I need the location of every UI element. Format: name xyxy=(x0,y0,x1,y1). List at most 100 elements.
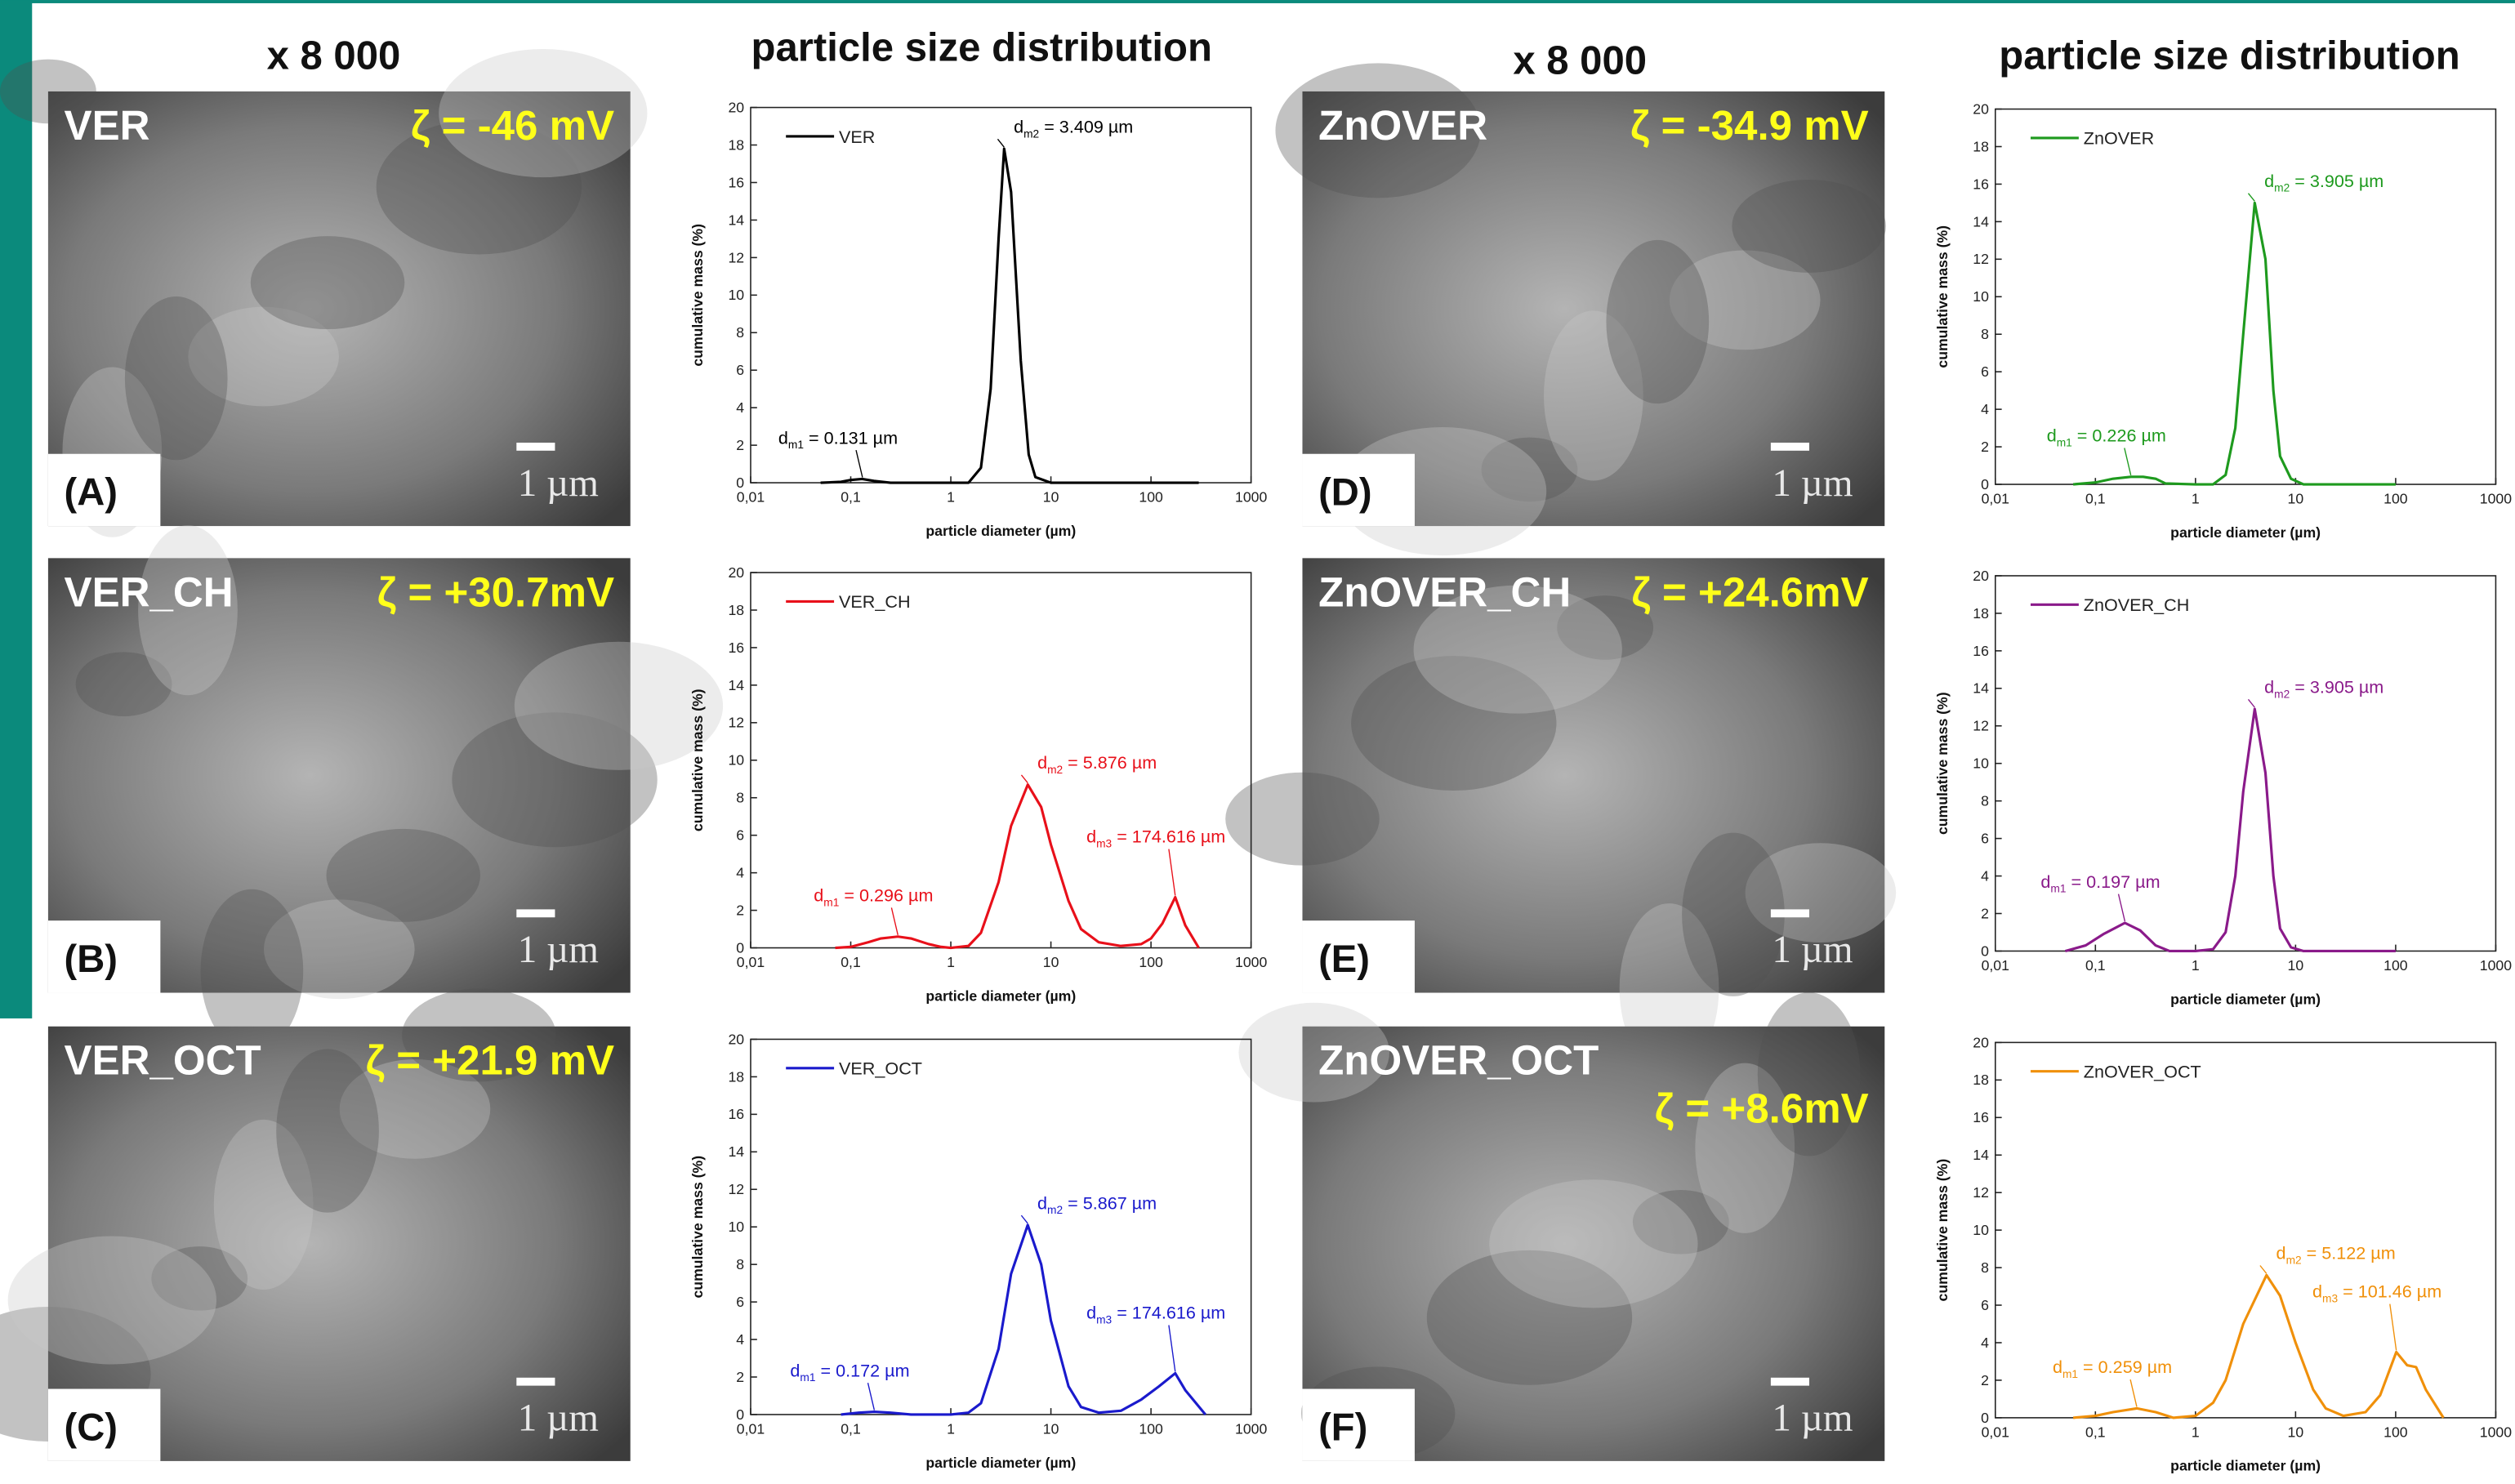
x-tick-label: 0,1 xyxy=(841,1421,861,1437)
annotation-subscript: m2 xyxy=(2274,688,2290,700)
y-tick-label: 8 xyxy=(736,790,744,806)
y-tick-label: 12 xyxy=(1973,251,1989,267)
annotation-arrow xyxy=(868,1383,875,1410)
annotation-arrow xyxy=(891,907,898,934)
annotation-part: d xyxy=(814,885,823,906)
x-tick-label: 100 xyxy=(1139,1421,1163,1437)
annotation: dm3 = 174.616 µm xyxy=(1086,1303,1225,1326)
annotation-part: d xyxy=(2040,871,2050,892)
annotation-arrow xyxy=(1169,849,1175,896)
y-axis-title: cumulative mass (%) xyxy=(1934,225,1951,368)
y-axis-title: cumulative mass (%) xyxy=(689,689,706,831)
plot-frame xyxy=(751,108,1251,483)
y-tick-label: 6 xyxy=(1981,363,1989,380)
zeta-potential: ζ = +21.9 mV xyxy=(366,1037,614,1084)
y-tick-label: 8 xyxy=(736,324,744,341)
annotation-arrow xyxy=(2260,1265,2267,1273)
annotation-part: d xyxy=(790,1360,800,1380)
x-tick-label: 10 xyxy=(1043,1421,1059,1437)
series-line xyxy=(836,785,1199,948)
annotation-part: d xyxy=(2264,171,2274,191)
figure: x 8 000 particle size distribution x 8 0… xyxy=(0,0,2515,1484)
scale-bar xyxy=(1771,1378,1809,1386)
annotation-arrow xyxy=(2248,194,2254,202)
y-tick-label: 18 xyxy=(1973,1072,1989,1088)
x-tick-label: 0,1 xyxy=(2085,957,2106,974)
legend-label: VER_OCT xyxy=(839,1058,922,1079)
zeta-potential: ζ = -34.9 mV xyxy=(1630,102,1869,149)
sem-texture xyxy=(326,829,480,922)
y-tick-label: 2 xyxy=(1981,1372,1989,1388)
annotation-subscript: m1 xyxy=(2050,883,2066,895)
y-tick-label: 12 xyxy=(728,715,744,731)
sample-name: ZnOVER_OCT xyxy=(1318,1037,1599,1084)
chart: 024681012141618200,010,11101001000partic… xyxy=(1934,100,2512,540)
legend-label: ZnOVER xyxy=(2084,128,2154,149)
annotation-subscript: m2 xyxy=(1047,764,1063,776)
y-tick-label: 2 xyxy=(1981,439,1989,455)
y-tick-label: 14 xyxy=(728,212,744,228)
annotation-arrow xyxy=(1021,1215,1028,1223)
chart: 024681012141618200,010,11101001000partic… xyxy=(1934,568,2512,1007)
x-axis-title: particle diameter (µm) xyxy=(925,1455,1076,1471)
y-tick-label: 10 xyxy=(1973,755,1989,772)
y-tick-label: 2 xyxy=(736,1369,744,1385)
annotation-subscript: m1 xyxy=(823,896,839,908)
sample-name: VER xyxy=(65,102,150,149)
x-tick-label: 1 xyxy=(947,489,955,506)
annotation: dm1 = 0.259 µm xyxy=(2053,1357,2172,1380)
sample-name: ZnOVER_CH xyxy=(1318,568,1571,615)
y-tick-label: 4 xyxy=(736,1331,744,1348)
x-tick-label: 0,1 xyxy=(2085,491,2106,507)
sem-texture xyxy=(1489,1179,1697,1308)
x-tick-label: 100 xyxy=(1139,489,1163,506)
plot-frame xyxy=(1996,1042,2496,1417)
header: particle size distribution xyxy=(751,26,1212,70)
header: x 8 000 xyxy=(1513,38,1647,82)
panel-letter: (C) xyxy=(65,1405,118,1448)
zeta-potential: ζ = -46 mV xyxy=(411,102,614,149)
annotation-subscript: m1 xyxy=(788,439,804,451)
panel-letter: (A) xyxy=(65,470,118,514)
y-tick-label: 6 xyxy=(736,827,744,844)
sample-name: VER_OCT xyxy=(65,1037,261,1084)
sem-texture xyxy=(1606,240,1709,403)
annotation-part: = 5.122 µm xyxy=(2302,1243,2396,1263)
y-tick-label: 18 xyxy=(728,136,744,153)
annotation-part: = 0.259 µm xyxy=(2078,1357,2172,1377)
y-tick-label: 18 xyxy=(728,1068,744,1085)
annotation-part: d xyxy=(1037,1192,1047,1213)
annotation-arrow xyxy=(1169,1326,1175,1372)
legend-label: VER_CH xyxy=(839,591,911,612)
annotation-part: d xyxy=(778,427,788,448)
y-tick-label: 2 xyxy=(736,437,744,453)
sem-texture xyxy=(1225,773,1380,866)
scale-label: 1 µm xyxy=(1772,462,1853,505)
scale-bar xyxy=(516,909,555,917)
zeta-potential: ζ = +30.7mV xyxy=(377,568,614,615)
annotation-part: d xyxy=(2264,676,2274,697)
x-tick-label: 1 xyxy=(2192,491,2200,507)
y-tick-label: 8 xyxy=(736,1256,744,1272)
y-tick-label: 14 xyxy=(728,677,744,693)
page: x 8 000 particle size distribution x 8 0… xyxy=(0,0,2515,1484)
annotation-arrow xyxy=(1021,775,1028,783)
annotation-subscript: m1 xyxy=(2057,437,2072,449)
y-tick-label: 12 xyxy=(728,1181,744,1197)
annotation: dm3 = 174.616 µm xyxy=(1086,827,1225,850)
top-strip xyxy=(0,0,2515,3)
y-tick-label: 12 xyxy=(1973,718,1989,734)
y-tick-label: 8 xyxy=(1981,326,1989,342)
x-tick-label: 0,01 xyxy=(737,954,765,970)
sem-texture xyxy=(8,1236,216,1364)
y-tick-label: 16 xyxy=(1973,1109,1989,1125)
annotation-subscript: m1 xyxy=(800,1371,815,1384)
sem-texture xyxy=(251,236,405,329)
x-axis-title: particle diameter (µm) xyxy=(925,987,1076,1004)
annotation-part: = 0.296 µm xyxy=(839,885,933,906)
annotation: dm1 = 0.296 µm xyxy=(814,885,933,909)
y-tick-label: 20 xyxy=(728,564,744,581)
annotation: dm2 = 3.409 µm xyxy=(1014,116,1133,140)
scale-bar xyxy=(516,1378,555,1386)
annotation-subscript: m3 xyxy=(1096,838,1112,850)
